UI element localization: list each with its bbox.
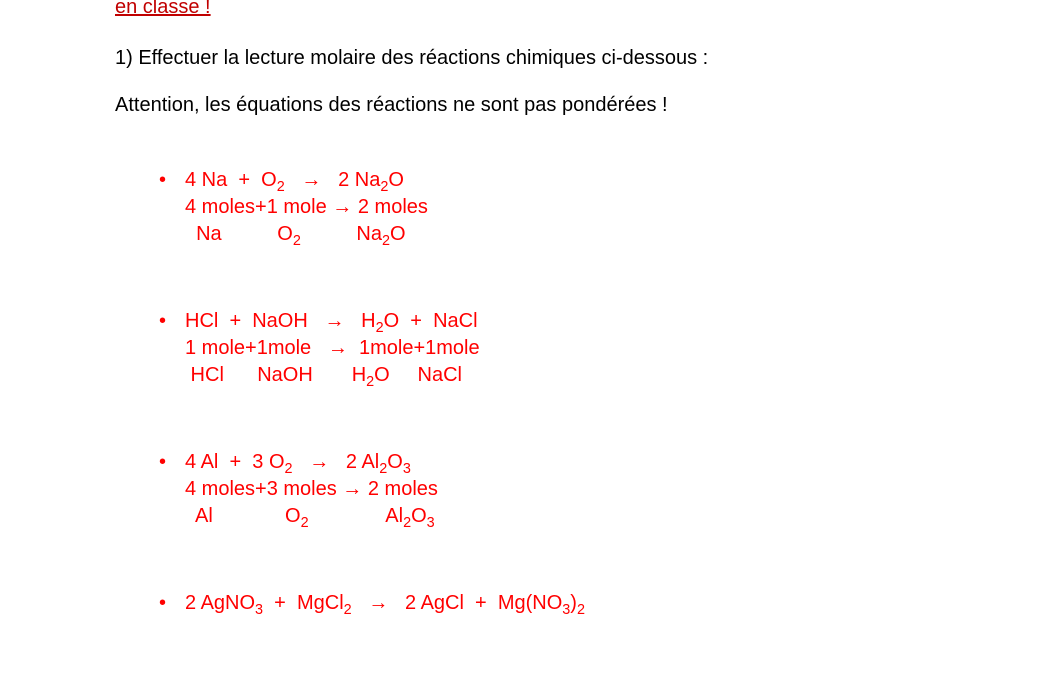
document-page: en classe ! 1) Effectuer la lecture mola… [0,0,1058,617]
bullet-icon: • [159,449,185,476]
reaction-item: • 4 Al + 3 O2 → 2 Al2O3 4 moles+3 moles … [159,449,1058,530]
reaction-moles: 4 moles+3 moles → 2 moles [185,476,438,503]
bullet-icon: • [159,590,185,617]
warning-text: Attention, les équations des réactions n… [115,94,1058,117]
reaction-equation: HCl + NaOH → H2O + NaCl [185,308,478,335]
reaction-moles: 4 moles+1 mole → 2 moles [185,194,428,221]
reaction-labels: HCl NaOH H2O NaCl [185,362,462,389]
reaction-equation: 4 Al + 3 O2 → 2 Al2O3 [185,449,411,476]
reaction-labels: Na O2 Na2O [185,221,406,248]
reaction-labels: Al O2 Al2O3 [185,503,435,530]
reaction-equation: 2 AgNO3 + MgCl2 → 2 AgCl + Mg(NO3)2 [185,590,585,617]
instruction-text: 1) Effectuer la lecture molaire des réac… [115,47,1058,70]
reaction-item: • HCl + NaOH → H2O + NaCl 1 mole+1mole →… [159,308,1058,389]
bullet-icon: • [159,167,185,194]
reaction-item: • 2 AgNO3 + MgCl2 → 2 AgCl + Mg(NO3)2 [159,590,1058,617]
reaction-list: • 4 Na + O2 → 2 Na2O 4 moles+1 mole → 2 … [115,167,1058,617]
bullet-icon: • [159,308,185,335]
reaction-equation: 4 Na + O2 → 2 Na2O [185,167,404,194]
reaction-item: • 4 Na + O2 → 2 Na2O 4 moles+1 mole → 2 … [159,167,1058,248]
header-partial-line: en classe ! [115,0,1058,19]
reaction-moles: 1 mole+1mole → 1mole+1mole [185,335,480,362]
